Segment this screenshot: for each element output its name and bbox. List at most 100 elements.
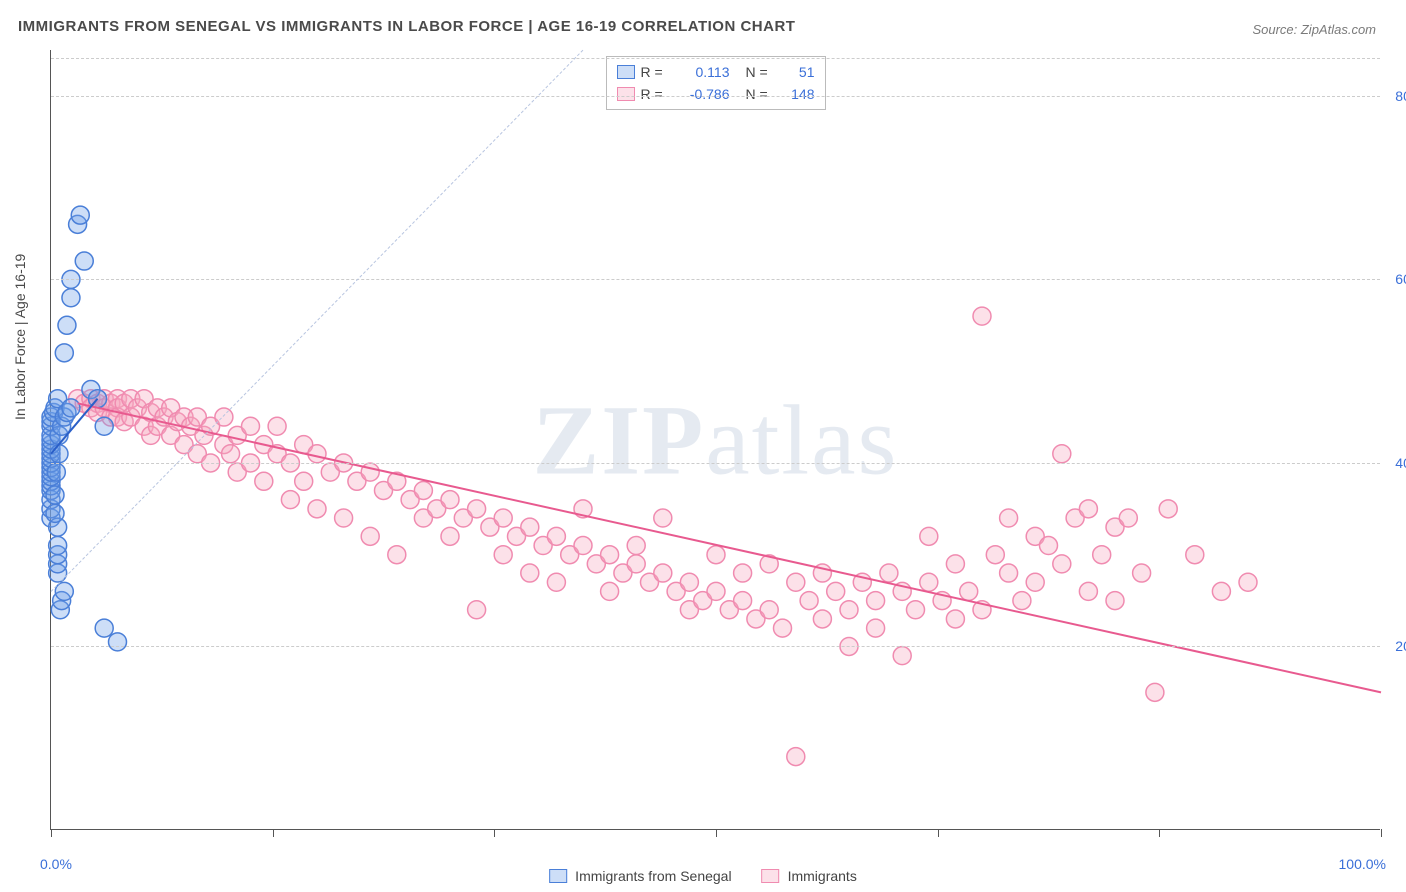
x-tick <box>1159 829 1160 837</box>
data-point <box>680 573 698 591</box>
data-point <box>867 619 885 637</box>
data-point <box>49 537 67 555</box>
legend-label-blue: Immigrants from Senegal <box>575 868 731 884</box>
gridline <box>51 58 1380 59</box>
gridline <box>51 463 1380 464</box>
data-point <box>787 748 805 766</box>
data-point <box>654 564 672 582</box>
swatch-pink-icon <box>762 869 780 883</box>
x-tick <box>273 829 274 837</box>
data-point <box>973 307 991 325</box>
series-legend: Immigrants from Senegal Immigrants <box>549 868 857 884</box>
data-point <box>907 601 925 619</box>
data-point <box>601 582 619 600</box>
data-point <box>946 610 964 628</box>
data-point <box>95 619 113 637</box>
data-point <box>1026 573 1044 591</box>
scatter-plot <box>51 50 1380 829</box>
data-point <box>62 289 80 307</box>
data-point <box>308 500 326 518</box>
data-point <box>1093 546 1111 564</box>
data-point <box>1013 592 1031 610</box>
data-point <box>71 206 89 224</box>
data-point <box>75 252 93 270</box>
data-point <box>47 463 65 481</box>
gridline <box>51 646 1380 647</box>
chart-area: ZIPatlas R = 0.113 N = 51 R = -0.786 N =… <box>50 50 1380 830</box>
data-point <box>308 445 326 463</box>
data-point <box>361 527 379 545</box>
data-point <box>215 408 233 426</box>
data-point <box>521 564 539 582</box>
y-tick-label: 60.0% <box>1385 271 1406 287</box>
data-point <box>547 573 565 591</box>
data-point <box>46 504 64 522</box>
legend-item-pink: Immigrants <box>762 868 857 884</box>
data-point <box>1146 683 1164 701</box>
x-max-label: 100.0% <box>1339 856 1386 872</box>
data-point <box>468 601 486 619</box>
data-point <box>627 537 645 555</box>
data-point <box>1119 509 1137 527</box>
data-point <box>62 399 80 417</box>
data-point <box>494 546 512 564</box>
data-point <box>734 564 752 582</box>
y-tick-label: 40.0% <box>1385 455 1406 471</box>
data-point <box>547 527 565 545</box>
data-point <box>55 344 73 362</box>
data-point <box>1239 573 1257 591</box>
data-point <box>1159 500 1177 518</box>
data-point <box>707 582 725 600</box>
data-point <box>1053 445 1071 463</box>
data-point <box>627 555 645 573</box>
x-tick <box>938 829 939 837</box>
data-point <box>388 546 406 564</box>
data-point <box>242 417 260 435</box>
data-point <box>787 573 805 591</box>
legend-item-blue: Immigrants from Senegal <box>549 868 731 884</box>
data-point <box>1212 582 1230 600</box>
legend-label-pink: Immigrants <box>788 868 857 884</box>
data-point <box>268 417 286 435</box>
data-point <box>827 582 845 600</box>
data-point <box>574 537 592 555</box>
data-point <box>946 555 964 573</box>
x-min-label: 0.0% <box>40 856 72 872</box>
data-point <box>55 582 73 600</box>
x-tick <box>494 829 495 837</box>
data-point <box>920 527 938 545</box>
data-point <box>58 316 76 334</box>
data-point <box>960 582 978 600</box>
data-point <box>255 472 273 490</box>
data-point <box>46 486 64 504</box>
data-point <box>880 564 898 582</box>
data-point <box>1186 546 1204 564</box>
data-point <box>1000 509 1018 527</box>
y-tick-label: 80.0% <box>1385 88 1406 104</box>
data-point <box>50 445 68 463</box>
data-point <box>734 592 752 610</box>
gridline <box>51 96 1380 97</box>
data-point <box>222 445 240 463</box>
data-point <box>986 546 1004 564</box>
data-point <box>441 527 459 545</box>
data-point <box>813 610 831 628</box>
data-point <box>760 601 778 619</box>
x-tick <box>716 829 717 837</box>
data-point <box>1106 592 1124 610</box>
data-point <box>95 417 113 435</box>
data-point <box>414 481 432 499</box>
data-point <box>1079 582 1097 600</box>
data-point <box>441 491 459 509</box>
trend-line <box>78 403 1381 692</box>
data-point <box>893 647 911 665</box>
data-point <box>840 601 858 619</box>
y-tick-label: 20.0% <box>1385 638 1406 654</box>
data-point <box>1133 564 1151 582</box>
chart-title: IMMIGRANTS FROM SENEGAL VS IMMIGRANTS IN… <box>18 18 795 35</box>
y-axis-label: In Labor Force | Age 16-19 <box>12 254 28 420</box>
data-point <box>521 518 539 536</box>
data-point <box>335 509 353 527</box>
data-point <box>601 546 619 564</box>
data-point <box>800 592 818 610</box>
